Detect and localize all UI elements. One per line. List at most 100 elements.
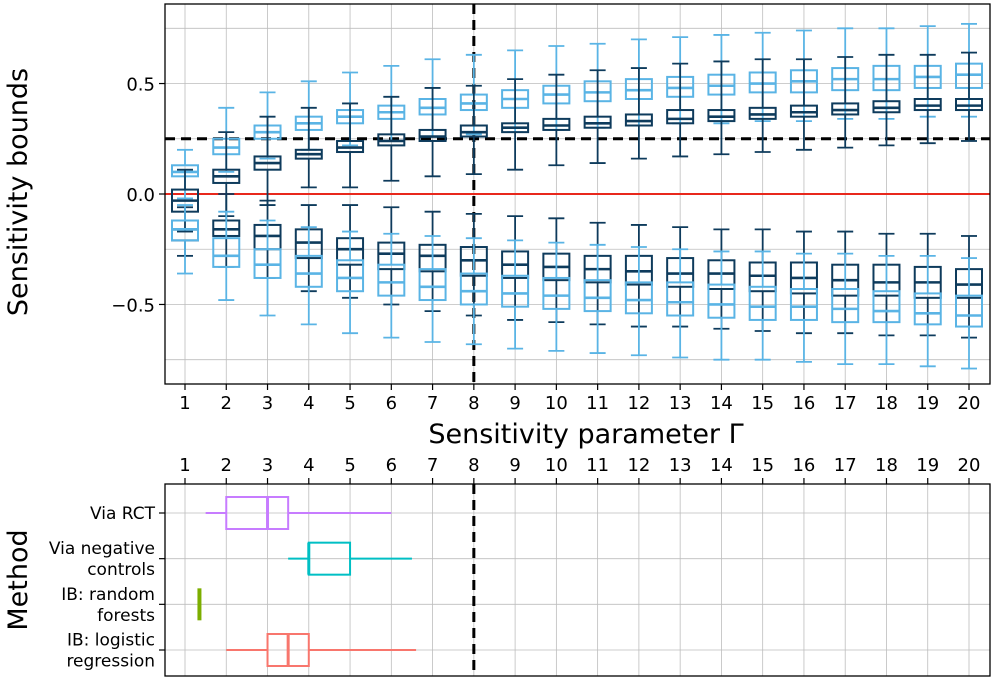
box [624,281,653,315]
boxplot [913,254,942,368]
box [583,279,612,313]
x-tick-label: 18 [875,455,898,476]
boxplot [707,250,736,361]
boxplot [171,168,199,233]
boxplot [789,58,818,151]
x-tick-label: 14 [710,393,733,414]
boxplot [336,102,365,189]
bottom-y-axis-label: Method [3,529,34,630]
x-tick-label: 4 [303,393,314,414]
x-tick-label: 10 [545,455,568,476]
method-label: IB: random [61,585,155,605]
boxplot [583,69,612,164]
boxplot [789,252,818,363]
method-label: forests [97,606,155,626]
x-tick-label: 13 [669,455,692,476]
x-tick-label: 18 [875,393,898,414]
x-tick-label: 16 [792,455,815,476]
top-panel: −0.50.00.5 1 2 3 4 5 6 7 8 9 10 11 12 13 14 15 16 17 18 19… [3,3,991,450]
x-tick-label: 1 [179,455,190,476]
box [501,274,530,308]
boxplot [418,87,447,178]
x-tick-label: 17 [834,393,857,414]
boxplot [294,106,323,189]
boxplot [748,250,777,361]
boxplot [831,56,860,149]
x-tick-label: 3 [262,455,273,476]
boxplot [501,78,530,171]
boxplot [748,58,777,153]
x-tick-label: 12 [627,393,650,414]
method-boxplot [226,633,417,667]
boxplot [459,237,488,346]
box [872,290,901,324]
x-tick-label: 17 [834,455,857,476]
x-tick-label: 11 [586,393,609,414]
boxplot [707,60,736,156]
x-tick-label: 15 [751,393,774,414]
x-tick-label: 8 [468,455,479,476]
x-tick-label: 5 [344,393,355,414]
box [212,237,241,268]
boxplot [542,73,571,167]
x-tick-label: 7 [427,455,438,476]
method-label: IB: logistic [67,631,155,651]
box [666,281,695,317]
method-label: controls [87,560,155,580]
boxplot [501,239,530,350]
x-tick-label: 2 [221,455,232,476]
boxplot [913,53,942,145]
boxplot [583,243,612,354]
box [336,259,365,293]
boxplot [955,51,983,142]
box-series [171,22,983,200]
box [666,109,695,125]
y-tick-label: 0.0 [126,185,155,206]
boxplot [542,241,571,352]
x-tick-label: 9 [509,455,520,476]
box [225,496,290,530]
box [955,294,983,328]
box [377,263,406,297]
x-tick-label: 20 [958,455,981,476]
x-tick-label: 19 [916,393,939,414]
box [789,288,818,321]
x-tick-label: 9 [509,393,520,414]
method-label: regression [66,652,155,672]
box [418,268,447,302]
method-label: Via negative [49,539,155,559]
box [294,254,323,288]
top-x-axis-label: Sensitivity parameter Γ [428,419,743,450]
boxplot [624,246,653,357]
bottom-x-ticks: 1 2 3 4 5 6 7 8 9 10 11 12 13 14 15 16 17 18 19 20 [179,455,980,484]
x-tick-label: 10 [545,393,568,414]
top-x-ticks: 1 2 3 4 5 6 7 8 9 10 11 12 13 14 15 16 17 18 19 20 [179,384,980,414]
x-tick-label: 19 [916,455,939,476]
boxplot [872,254,901,366]
boxplot [336,230,365,335]
x-tick-label: 6 [386,393,397,414]
boxplot [171,204,199,275]
box [748,285,777,321]
x-tick-label: 14 [710,455,733,476]
x-tick-label: 6 [386,455,397,476]
box [831,288,860,324]
x-tick-label: 15 [751,455,774,476]
boxplot [955,257,983,370]
boxplot [872,53,901,147]
bottom-boxplots [197,496,417,667]
method-boxplot [205,496,392,530]
boxplot [253,219,282,317]
y-tick-label: 0.5 [126,75,155,96]
x-tick-label: 11 [586,455,609,476]
x-tick-label: 8 [468,393,479,414]
top-y-ticks: −0.5 0.0 0.5 [111,75,165,316]
x-tick-label: 12 [627,455,650,476]
box [913,292,942,326]
bottom-plot-frame [164,483,991,677]
boxplot [377,232,406,339]
boxplot [212,210,241,301]
x-tick-label: 1 [179,393,190,414]
